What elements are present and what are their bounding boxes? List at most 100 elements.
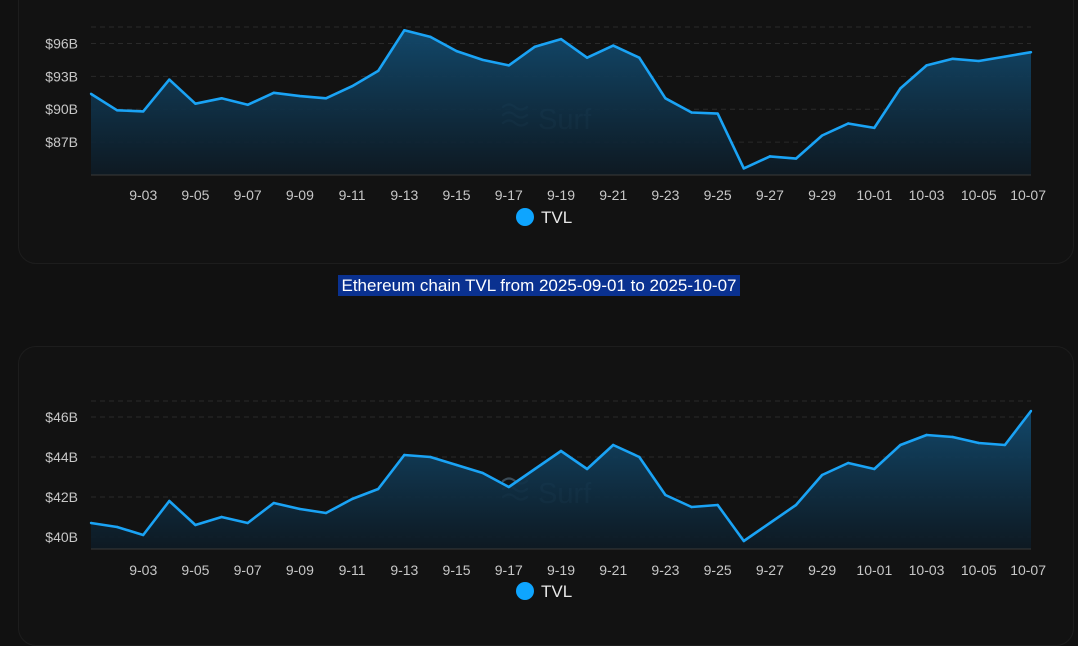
x-tick-label: 9-25 [704,187,732,203]
x-tick-label: 10-05 [961,562,997,578]
chart-caption: Ethereum chain TVL from 2025-09-01 to 20… [0,275,1078,296]
data-point [403,29,406,32]
data-point [324,511,328,515]
data-point [716,112,719,115]
data-point [89,92,93,96]
data-point [272,501,275,505]
x-tick-label: 9-03 [129,187,157,203]
data-point [429,455,432,459]
data-point [142,110,145,113]
y-tick-label: $44B [45,449,78,465]
data-point [455,463,458,467]
data-point [246,521,249,525]
tvl-chart-bottom: Surf$40B$42B$44B$46B9-039-059-079-099-11… [45,400,1046,601]
x-tick-label: 10-01 [856,187,892,203]
data-point [690,505,693,509]
data-point [820,473,824,477]
data-point [533,45,537,48]
x-tick-label: 9-09 [286,562,314,578]
data-point [925,64,928,67]
data-point [507,485,510,489]
data-point [1029,51,1033,54]
data-point [377,69,380,73]
legend-label: TVL [541,208,572,227]
data-point [246,103,249,107]
data-point [168,499,171,503]
data-point [873,467,876,471]
data-point [324,97,328,100]
data-point [951,57,954,60]
data-point [115,109,119,112]
data-point [873,126,876,130]
legend-label: TVL [541,582,572,601]
x-tick-label: 9-21 [599,187,627,203]
data-point [194,523,197,527]
x-tick-label: 9-05 [181,562,209,578]
data-point [899,87,902,90]
data-point [481,58,484,62]
data-point [481,471,484,475]
x-tick-label: 9-27 [756,187,784,203]
x-tick-label: 9-17 [495,562,523,578]
x-tick-label: 10-03 [909,562,945,578]
y-tick-label: $96B [45,35,78,51]
data-point [350,85,354,88]
data-point [690,111,693,114]
data-point [794,157,798,160]
data-point [533,467,537,471]
data-point [585,467,589,471]
data-point [977,59,980,63]
y-tick-label: $90B [45,101,78,117]
x-tick-label: 9-27 [756,562,784,578]
x-tick-label: 9-15 [443,562,471,578]
x-tick-label: 10-03 [909,187,945,203]
data-point [115,525,119,529]
x-tick-label: 10-07 [1010,187,1046,203]
data-point [455,49,458,53]
x-tick-label: 10-01 [856,562,892,578]
x-tick-label: 9-19 [547,562,575,578]
x-tick-label: 9-03 [129,562,157,578]
legend: TVL [516,582,572,601]
data-point [559,449,563,453]
data-point [977,441,980,445]
caption-text: Ethereum chain TVL from 2025-09-01 to 20… [338,275,740,296]
data-point [742,167,745,170]
data-point [507,64,510,67]
data-point [638,455,641,459]
data-point [585,56,589,59]
y-tick-label: $42B [45,489,78,505]
data-point [664,97,667,100]
data-point [716,503,719,507]
x-tick-label: 9-25 [704,562,732,578]
data-point [925,433,928,437]
x-tick-label: 10-05 [961,187,997,203]
data-point [847,461,850,465]
data-point [403,453,406,457]
tvl-chart-top: Surf$87B$90B$93B$96B9-039-059-079-099-11… [45,26,1046,227]
data-point [612,44,615,47]
x-tick-label: 9-17 [495,187,523,203]
tvl-area [91,411,1031,549]
x-tick-label: 9-11 [339,562,366,578]
x-tick-label: 9-21 [599,562,627,578]
y-tick-label: $40B [45,529,78,545]
data-point [794,503,798,507]
x-tick-label: 9-11 [339,187,366,203]
data-point [742,539,745,543]
x-tick-label: 9-07 [234,187,262,203]
data-point [1029,409,1033,413]
data-point [664,493,667,497]
x-tick-label: 9-13 [390,562,418,578]
data-point [142,533,145,537]
data-point [768,155,772,158]
data-point [847,122,850,125]
data-point [820,134,824,137]
legend-dot-icon [516,208,534,226]
data-point [220,97,223,100]
data-point [272,91,275,94]
data-point [429,35,432,39]
x-tick-label: 9-05 [181,187,209,203]
data-point [638,56,641,59]
data-point [951,435,954,439]
